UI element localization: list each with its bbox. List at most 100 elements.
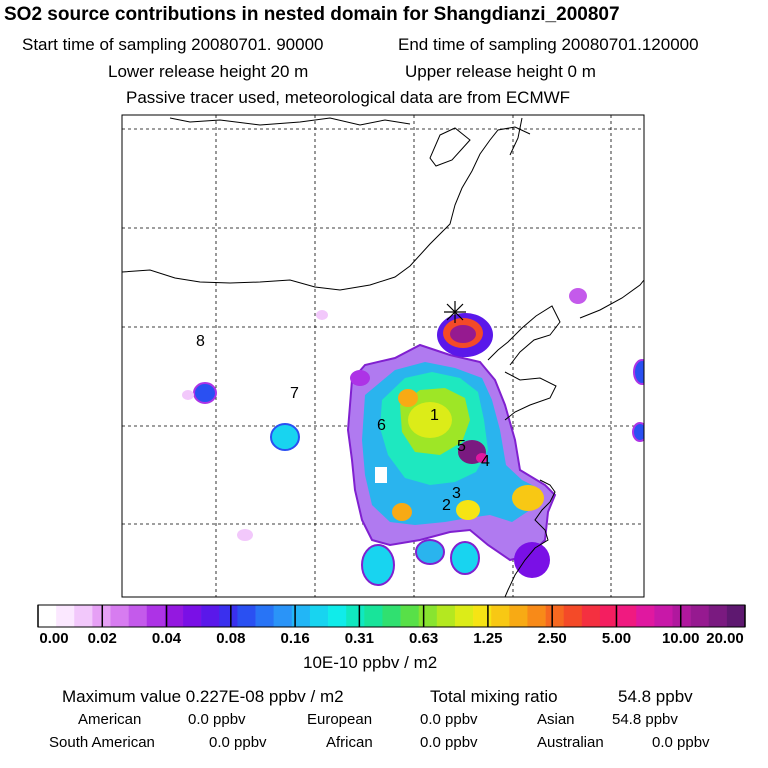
- east-edge-blob: [633, 359, 644, 385]
- plume-magenta-spot: [476, 453, 488, 463]
- south-american-label: South American: [49, 734, 155, 751]
- colorbar-cell: [38, 605, 57, 627]
- colorbar-tick-label: 20.00: [706, 630, 744, 647]
- map-frame: [121, 114, 645, 598]
- tracer-note: Passive tracer used, meteorological data…: [126, 88, 571, 107]
- colorbar-cell: [255, 605, 274, 627]
- colorbar-cell: [545, 605, 565, 627]
- south-blob-1: [361, 544, 395, 586]
- faint-patch-1: [350, 370, 370, 386]
- region-label-4: 4: [481, 453, 490, 470]
- colorbar-cell: [110, 605, 129, 627]
- south-american-value: 0.0 ppbv: [209, 734, 267, 751]
- map-area: [122, 115, 644, 597]
- colorbar-cell: [418, 605, 438, 627]
- colorbar-cell: [527, 605, 546, 627]
- colorbar-tick-label: 2.50: [537, 630, 567, 647]
- colorbar-cell: [473, 605, 492, 627]
- upper-release-height-label: Upper release height 0 m: [405, 62, 596, 81]
- colorbar-tick-label: 0.16: [280, 630, 310, 647]
- colorbar-cell: [436, 605, 456, 627]
- faint-patch-3: [316, 310, 328, 320]
- colorbar-cell: [237, 605, 256, 627]
- australian-value: 0.0 ppbv: [652, 734, 710, 751]
- colorbar-tick-label: 0.63: [409, 630, 439, 647]
- plume-orange-spot: [398, 389, 418, 407]
- total-mixing-label: Total mixing ratio: [430, 687, 558, 706]
- colorbar-cell: [690, 605, 710, 627]
- colorbar-tick-label: 0.31: [344, 630, 374, 647]
- plume-yellow-core: [408, 402, 452, 438]
- african-label: African: [326, 734, 373, 751]
- colorbar-cell: [599, 605, 619, 627]
- east-edge-blob-2: [632, 422, 644, 442]
- colorbar-cell: [581, 605, 601, 627]
- region-label-3: 3: [452, 485, 461, 502]
- south-blob-3: [450, 541, 480, 575]
- colorbar-cell: [509, 605, 528, 627]
- receptor-marker: [444, 301, 466, 323]
- region-label-5: 5: [457, 438, 466, 455]
- colorbar-unit: 10E-10 ppbv / m2: [303, 653, 438, 672]
- receptor-plume-core: [450, 325, 476, 343]
- colorbar-cell: [654, 605, 673, 627]
- european-value: 0.0 ppbv: [420, 711, 478, 728]
- region-label-6: 6: [377, 417, 386, 434]
- colorbar-tick-label: 0.08: [216, 630, 246, 647]
- colorbar: [37, 604, 746, 628]
- colorbar-cell: [201, 605, 220, 627]
- plume-south-orange: [392, 503, 412, 521]
- colorbar-cell: [636, 605, 655, 627]
- colorbar-tick-label: 10.00: [661, 630, 700, 647]
- colorbar-cell: [672, 605, 691, 627]
- colorbar-cell: [291, 605, 311, 627]
- white-gap: [375, 467, 387, 483]
- plume-south-yellow: [456, 500, 480, 520]
- colorbar-cell: [708, 605, 728, 627]
- source-region-labels: 1 2 3 4 5 6 7 8: [196, 333, 490, 514]
- faint-patch-2: [569, 288, 587, 304]
- colorbar-cell: [382, 605, 401, 627]
- region-label-8: 8: [196, 333, 205, 350]
- west-blob-2: [193, 382, 217, 404]
- colorbar-cell: [164, 605, 184, 627]
- faint-patch-5: [182, 390, 194, 400]
- colorbar-cell: [56, 605, 75, 627]
- colorbar-cell: [364, 605, 383, 627]
- colorbar-cell: [74, 605, 93, 627]
- colorbar-cell: [454, 605, 474, 627]
- region-label-1: 1: [430, 407, 439, 424]
- colorbar-tick-label: 0.02: [87, 630, 117, 647]
- colorbar-tick-label: 1.25: [473, 630, 503, 647]
- colorbar-cell: [400, 605, 419, 627]
- american-value: 0.0 ppbv: [188, 711, 246, 728]
- colorbar-cell: [273, 605, 293, 627]
- colorbar-cell: [346, 605, 365, 627]
- south-east-blob: [514, 542, 550, 578]
- region-label-2: 2: [442, 497, 451, 514]
- total-mixing-value: 54.8 ppbv: [618, 687, 693, 706]
- colorbar-tick-label: 0.00: [39, 630, 69, 647]
- colorbar-cell: [618, 605, 637, 627]
- colorbar-cell: [328, 605, 347, 627]
- colorbar-tick-label: 0.04: [151, 630, 182, 647]
- concentration-field: [182, 288, 644, 586]
- max-value-label: Maximum value 0.227E-08 ppbv / m2: [62, 687, 344, 706]
- colorbar-cell: [219, 605, 238, 627]
- lower-release-height-label: Lower release height 20 m: [108, 62, 309, 81]
- colorbar-tick-label: 5.00: [601, 630, 632, 647]
- colorbar-cell: [309, 605, 329, 627]
- colorbar-cell: [491, 605, 510, 627]
- asian-value: 54.8 ppbv: [612, 711, 678, 728]
- african-value: 0.0 ppbv: [420, 734, 478, 751]
- plume-east-orange: [512, 485, 544, 511]
- colorbar-cell: [146, 605, 166, 627]
- region-label-7: 7: [290, 385, 299, 402]
- colorbar-cell: [563, 605, 583, 627]
- west-blob-1: [270, 423, 300, 451]
- faint-patch-4: [237, 529, 253, 541]
- south-blob-2: [415, 539, 445, 565]
- colorbar-cell: [183, 605, 202, 627]
- end-time-label: End time of sampling 20080701.120000: [398, 35, 699, 54]
